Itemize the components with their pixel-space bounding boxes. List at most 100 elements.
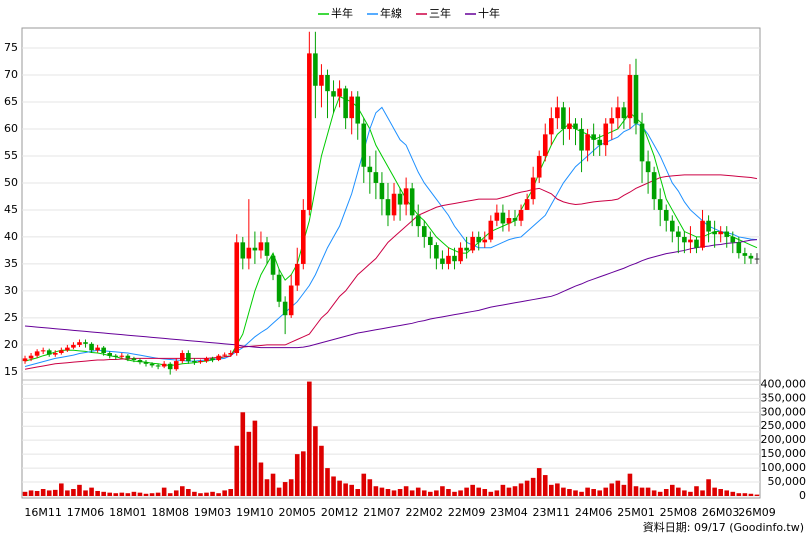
candle-body bbox=[337, 88, 342, 97]
candle-body bbox=[343, 88, 348, 119]
candle-body bbox=[657, 199, 663, 210]
x-tick-label: 24M06 bbox=[575, 506, 613, 519]
candle-body bbox=[198, 361, 203, 363]
candle-body bbox=[276, 274, 282, 302]
candle-body bbox=[367, 166, 373, 173]
volume-bar bbox=[579, 491, 584, 496]
candle-body bbox=[567, 123, 572, 129]
y2-tick-label: 300,000 bbox=[761, 405, 807, 418]
volume-bar bbox=[40, 489, 46, 496]
volume-bar bbox=[397, 489, 403, 496]
x-tick-label: 21M07 bbox=[363, 506, 401, 519]
candle-body bbox=[512, 218, 518, 221]
y2-tick-label: 250,000 bbox=[761, 419, 807, 432]
candle-body bbox=[119, 355, 125, 357]
candle-body bbox=[549, 118, 554, 135]
volume-bar bbox=[270, 473, 276, 496]
volume-bar bbox=[609, 483, 615, 496]
volume-bar bbox=[621, 484, 627, 496]
candle-body bbox=[476, 236, 482, 243]
x-tick-label: 25M08 bbox=[660, 506, 698, 519]
volume-bar bbox=[488, 491, 494, 496]
volume-bar bbox=[730, 491, 736, 496]
candle-body bbox=[615, 107, 621, 119]
y2-tick-label: 400,000 bbox=[761, 377, 807, 390]
y-tick-label: 15 bbox=[4, 365, 18, 378]
volume-bar bbox=[676, 487, 681, 496]
candle-body bbox=[621, 107, 627, 119]
candle-body bbox=[688, 239, 693, 243]
candle-body bbox=[669, 220, 675, 232]
candle-body bbox=[591, 134, 596, 140]
volume-bar bbox=[669, 484, 675, 496]
volume-bar bbox=[125, 493, 131, 496]
x-tick-label: 23M04 bbox=[490, 506, 528, 519]
volume-bar bbox=[149, 493, 155, 496]
candle-body bbox=[561, 107, 566, 129]
volume-bar bbox=[603, 487, 609, 496]
volume-bar bbox=[446, 489, 451, 496]
candle-body bbox=[736, 242, 742, 254]
volume-bar bbox=[645, 487, 651, 496]
candle-body bbox=[59, 350, 64, 354]
volume-bar bbox=[700, 490, 705, 496]
candle-body bbox=[173, 361, 179, 370]
candle-body bbox=[77, 342, 82, 345]
volume-bar bbox=[385, 489, 391, 496]
volume-bar bbox=[754, 494, 760, 496]
legend-label: 三年 bbox=[429, 6, 451, 20]
x-tick-label: 18M08 bbox=[151, 506, 189, 519]
candle-body bbox=[349, 96, 354, 119]
volume-bar bbox=[210, 491, 215, 496]
candle-body bbox=[712, 231, 717, 235]
volume-bar bbox=[143, 493, 149, 496]
volume-bar bbox=[228, 489, 233, 496]
candle-body bbox=[694, 239, 699, 248]
candle-body bbox=[494, 212, 500, 221]
candle-body bbox=[131, 358, 137, 361]
volume-bar bbox=[77, 484, 82, 496]
y-tick-label: 60 bbox=[4, 122, 18, 135]
volume-bar bbox=[494, 490, 500, 496]
y-tick-label: 55 bbox=[4, 149, 18, 162]
x-tick-label: 18M01 bbox=[109, 506, 147, 519]
plot-frame bbox=[21, 27, 761, 499]
candle-body bbox=[579, 128, 584, 151]
y-tick-label: 30 bbox=[4, 284, 18, 297]
candle-body bbox=[488, 220, 494, 240]
candle-body bbox=[724, 231, 730, 237]
candle-body bbox=[216, 355, 221, 361]
x-tick-label: 26M03 bbox=[702, 506, 740, 519]
candle-body bbox=[89, 343, 94, 351]
volume-bar bbox=[712, 487, 717, 496]
candle-body bbox=[555, 107, 560, 119]
volume-bar bbox=[258, 462, 264, 496]
volume-bar bbox=[482, 489, 488, 496]
y-tick-label: 65 bbox=[4, 95, 18, 108]
volume-bar bbox=[706, 479, 711, 496]
volume-bar bbox=[549, 484, 554, 496]
candle-body bbox=[52, 353, 58, 355]
volume-bar bbox=[415, 487, 421, 496]
candle-body bbox=[627, 74, 633, 119]
volume-bar bbox=[591, 489, 596, 496]
x-tick-label: 23M11 bbox=[533, 506, 571, 519]
candle-body bbox=[603, 123, 609, 146]
ma-line bbox=[24, 174, 758, 370]
volume-bar bbox=[246, 431, 252, 496]
candle-body bbox=[161, 363, 167, 367]
volume-bar bbox=[337, 480, 342, 496]
volume-bar bbox=[288, 479, 294, 496]
candle-body bbox=[645, 161, 651, 173]
volume-bar bbox=[506, 487, 512, 496]
x-tick-label: 20M12 bbox=[321, 506, 359, 519]
candle-body bbox=[307, 53, 312, 210]
candle-body bbox=[137, 360, 143, 363]
candle-body bbox=[210, 358, 215, 361]
volume-bar bbox=[633, 486, 639, 496]
candle-body bbox=[125, 355, 131, 359]
volume-bar bbox=[379, 487, 385, 496]
volume-bar bbox=[651, 490, 657, 496]
